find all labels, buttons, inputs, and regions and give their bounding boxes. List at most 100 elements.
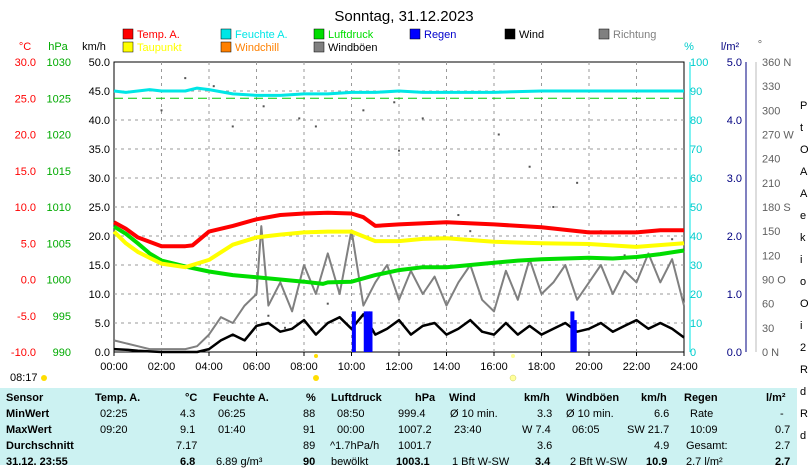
stats-header-press-unit: hPa (415, 392, 436, 404)
direction-point (469, 230, 472, 233)
stats-min-wind-val: 3.3 (537, 408, 553, 420)
stats-max-wind-dir: W 7.4 (522, 424, 551, 436)
stats-min-wind-time: Ø 10 min. (450, 408, 498, 420)
stats-max-temp-val: 9.1 (180, 424, 196, 436)
axis-tick-label: 70 (690, 144, 702, 156)
stats-current-gust-val: 10.9 (646, 456, 668, 468)
time-tick-label: 00:00 (100, 361, 128, 373)
stats-header-gust: Windböen (566, 392, 620, 404)
stats-header-wind-unit: km/h (524, 392, 550, 404)
sunset-marker (509, 374, 517, 382)
direction-point (497, 133, 500, 136)
stats-max-rain-val: 0.7 (775, 424, 791, 436)
sun-marker-top2 (511, 354, 515, 358)
axis-tick-label: 240 (762, 154, 780, 166)
time-tick-label: 04:00 (195, 361, 223, 373)
stats-max-gust-dir: SW 21.7 (627, 424, 670, 436)
stats-current-label: 31.12. 23:55 (6, 456, 68, 468)
axis-tick-label: 0.0 (21, 275, 36, 287)
stats-max-wind-time: 23:40 (454, 424, 482, 436)
stats-header-temp: Temp. A. (95, 392, 141, 404)
legend-swatch (313, 41, 325, 53)
stats-current-wind-val: 3.4 (535, 456, 551, 468)
series-line-temp-a- (113, 210, 684, 249)
stats-current-rain-val: 2.7 (775, 456, 791, 468)
axis-tick-label: 60 (690, 173, 702, 185)
temp-unit-label: °C (19, 41, 31, 53)
axis-tick-label: 990 (53, 347, 71, 359)
axis-tick-label: 15.0 (15, 166, 36, 178)
direction-point (671, 238, 674, 241)
stats-min-rain-time: Rate (690, 408, 714, 420)
axis-tick-label: 0 (690, 347, 696, 359)
legend-swatch (598, 28, 610, 40)
axis-tick-label: 360 N (762, 57, 791, 69)
axis-tick-label: 90 O (762, 275, 786, 287)
right-strip-char: o (800, 276, 807, 288)
stats-max-hum-time: 01:40 (218, 424, 246, 436)
stats-header-press: Luftdruck (331, 392, 382, 404)
direction-point (552, 206, 555, 208)
right-strip-char: P (800, 100, 808, 112)
axis-tick-label: 5.0 (95, 318, 110, 330)
axis-tick-label: 4.0 (727, 115, 742, 127)
legend-swatch (122, 28, 134, 40)
stats-min-rain-val: - (780, 408, 784, 420)
stats-min-temp-time: 02:25 (100, 408, 128, 420)
rain-bar (366, 311, 371, 352)
axis-tick-label: 45.0 (89, 86, 110, 98)
direction-point (284, 326, 286, 329)
axis-tick-label: 30 (690, 260, 702, 272)
chart-title: Sonntag, 31.12.2023 (334, 8, 473, 25)
stats-header-hum-unit: % (306, 392, 316, 404)
stats-avg-label: Durchschnitt (6, 440, 74, 452)
pressure-unit-label: hPa (48, 41, 68, 53)
legend-label: Regen (424, 29, 456, 41)
axis-tick-label: 15.0 (89, 260, 110, 272)
axis-tick-label: 995 (53, 311, 71, 323)
axis-tick-label: 10.0 (89, 289, 110, 301)
stats-min-hum-val: 88 (303, 408, 316, 420)
axis-tick-label: 30 (762, 323, 774, 335)
sunrise-marker (41, 375, 47, 381)
series-line-feuchte-a- (113, 86, 684, 97)
axis-tick-label: 1025 (47, 93, 71, 105)
legend-label: Wind (519, 29, 544, 41)
stats-min-gust-val: 6.6 (654, 408, 670, 420)
time-tick-label: 02:00 (148, 361, 176, 373)
right-strip-char: t (800, 122, 804, 134)
axis-tick-label: 100 (690, 57, 708, 69)
direction-point (326, 302, 329, 305)
right-strip-char: R (800, 364, 808, 376)
corner-time: 08:17 (10, 372, 38, 384)
axis-tick-label: 20.0 (15, 130, 36, 142)
right-strip-char: O (800, 298, 809, 310)
stats-max-temp-time: 09:20 (100, 424, 128, 436)
stats-current-rain-extra: 2.7 l/m² (686, 456, 723, 468)
time-tick-label: 14:00 (433, 361, 461, 373)
weather-chart: Sonntag, 31.12.2023 Temp. A. Feuchte A. Lu… (10, 8, 794, 384)
stats-avg-rain-val: 2.7 (775, 440, 791, 452)
legend-label: Windchill (235, 42, 279, 54)
axis-tick-label: 1030 (47, 57, 71, 69)
time-axis: 00:00 02:00 04:00 06:00 08:00 10:00 12:00 14:00… (100, 62, 757, 373)
stats-current-press-time: bewölkt (331, 456, 369, 468)
right-strip-char: e (800, 210, 807, 222)
series-line-windb-en (113, 225, 685, 351)
stats-current-hum-val: 90 (303, 456, 316, 468)
direction-point (398, 149, 400, 152)
direction-point (576, 181, 579, 184)
direction-point (393, 101, 396, 104)
stats-current-hum-extra: 6.89 g/m³ (216, 456, 263, 468)
rain-bar (570, 311, 575, 352)
sun-marker-noon (313, 375, 319, 381)
rain-axis: 5.0 4.0 3.0 2.0 1.0 0.0 (727, 57, 742, 359)
axis-tick-label: 1015 (47, 166, 71, 178)
axis-tick-label: 3.0 (727, 173, 742, 185)
rain-bar (572, 320, 577, 352)
stats-max-label: MaxWert (6, 424, 52, 436)
axis-tick-label: 80 (690, 115, 702, 127)
stats-min-temp-val: 4.3 (180, 408, 196, 420)
axis-tick-label: 20.0 (89, 231, 110, 243)
